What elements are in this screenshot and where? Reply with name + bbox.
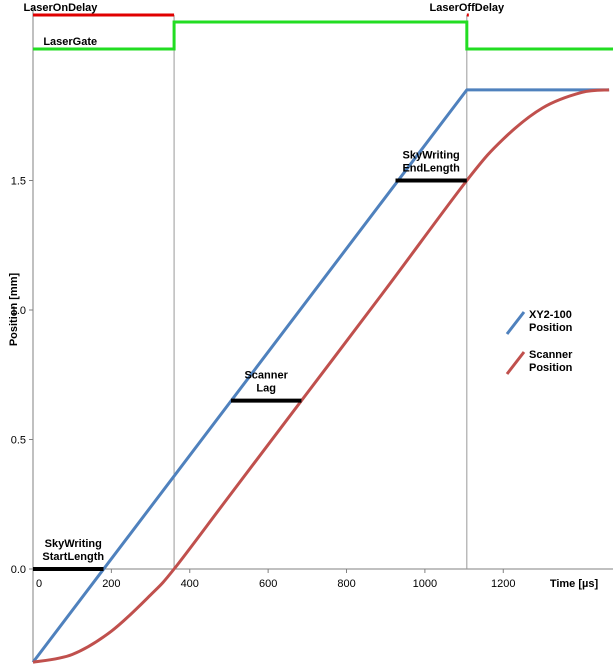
annotation-label-scanner-lag: Scanner Lag bbox=[244, 370, 288, 395]
y-tick-label: 1.5 bbox=[11, 176, 26, 188]
y-axis-title: Position [mm] bbox=[8, 273, 20, 347]
legend-swatch bbox=[505, 351, 526, 375]
series-line-scanner-position bbox=[32, 88, 610, 664]
x-axis-title: Time [µs] bbox=[550, 578, 599, 590]
x-tick-label: 800 bbox=[337, 578, 355, 590]
annotations: SkyWriting StartLength Scanner Lag SkyWritin… bbox=[33, 150, 467, 571]
y-tick-label: 0.0 bbox=[11, 564, 26, 576]
x-tick-label: 200 bbox=[102, 578, 120, 590]
series-line-xy2-100-position bbox=[31, 88, 610, 664]
annotation-label-skywriting-start: SkyWriting StartLength bbox=[42, 538, 104, 563]
legend-label: XY2-100 Position bbox=[529, 309, 573, 334]
legend-swatch bbox=[505, 311, 526, 335]
axis-labels: 0.0 0.5 1.0 1.5 0 200 400 600 800 1000 1200 Positio… bbox=[8, 176, 598, 591]
signal-label-laserondelay: LaserOnDelay bbox=[23, 2, 98, 14]
x-tick-label: 400 bbox=[181, 578, 199, 590]
x-tick-label: 600 bbox=[259, 578, 277, 590]
y-tick-label: 0.5 bbox=[11, 435, 26, 447]
signal-label-laseroffdelay: LaserOffDelay bbox=[430, 2, 505, 14]
annotation-label-skywriting-end: SkyWriting EndLength bbox=[402, 150, 460, 175]
legend: XY2-100 Position Scanner Position bbox=[505, 309, 573, 375]
legend-label: Scanner Position bbox=[529, 349, 573, 374]
x-tick-label: 1000 bbox=[413, 578, 437, 590]
axes-frame bbox=[29, 8, 613, 661]
laser-signals: LaserOnDelay LaserOffDelay LaserGate bbox=[23, 2, 613, 51]
y-tick-label: 1.0 bbox=[11, 305, 26, 317]
x-tick-label: 1200 bbox=[491, 578, 515, 590]
signal-label-laser-gate: LaserGate bbox=[43, 36, 97, 48]
x-tick-label: 0 bbox=[36, 578, 42, 590]
signal-laser-gate bbox=[33, 20, 613, 51]
position-series bbox=[31, 88, 610, 664]
